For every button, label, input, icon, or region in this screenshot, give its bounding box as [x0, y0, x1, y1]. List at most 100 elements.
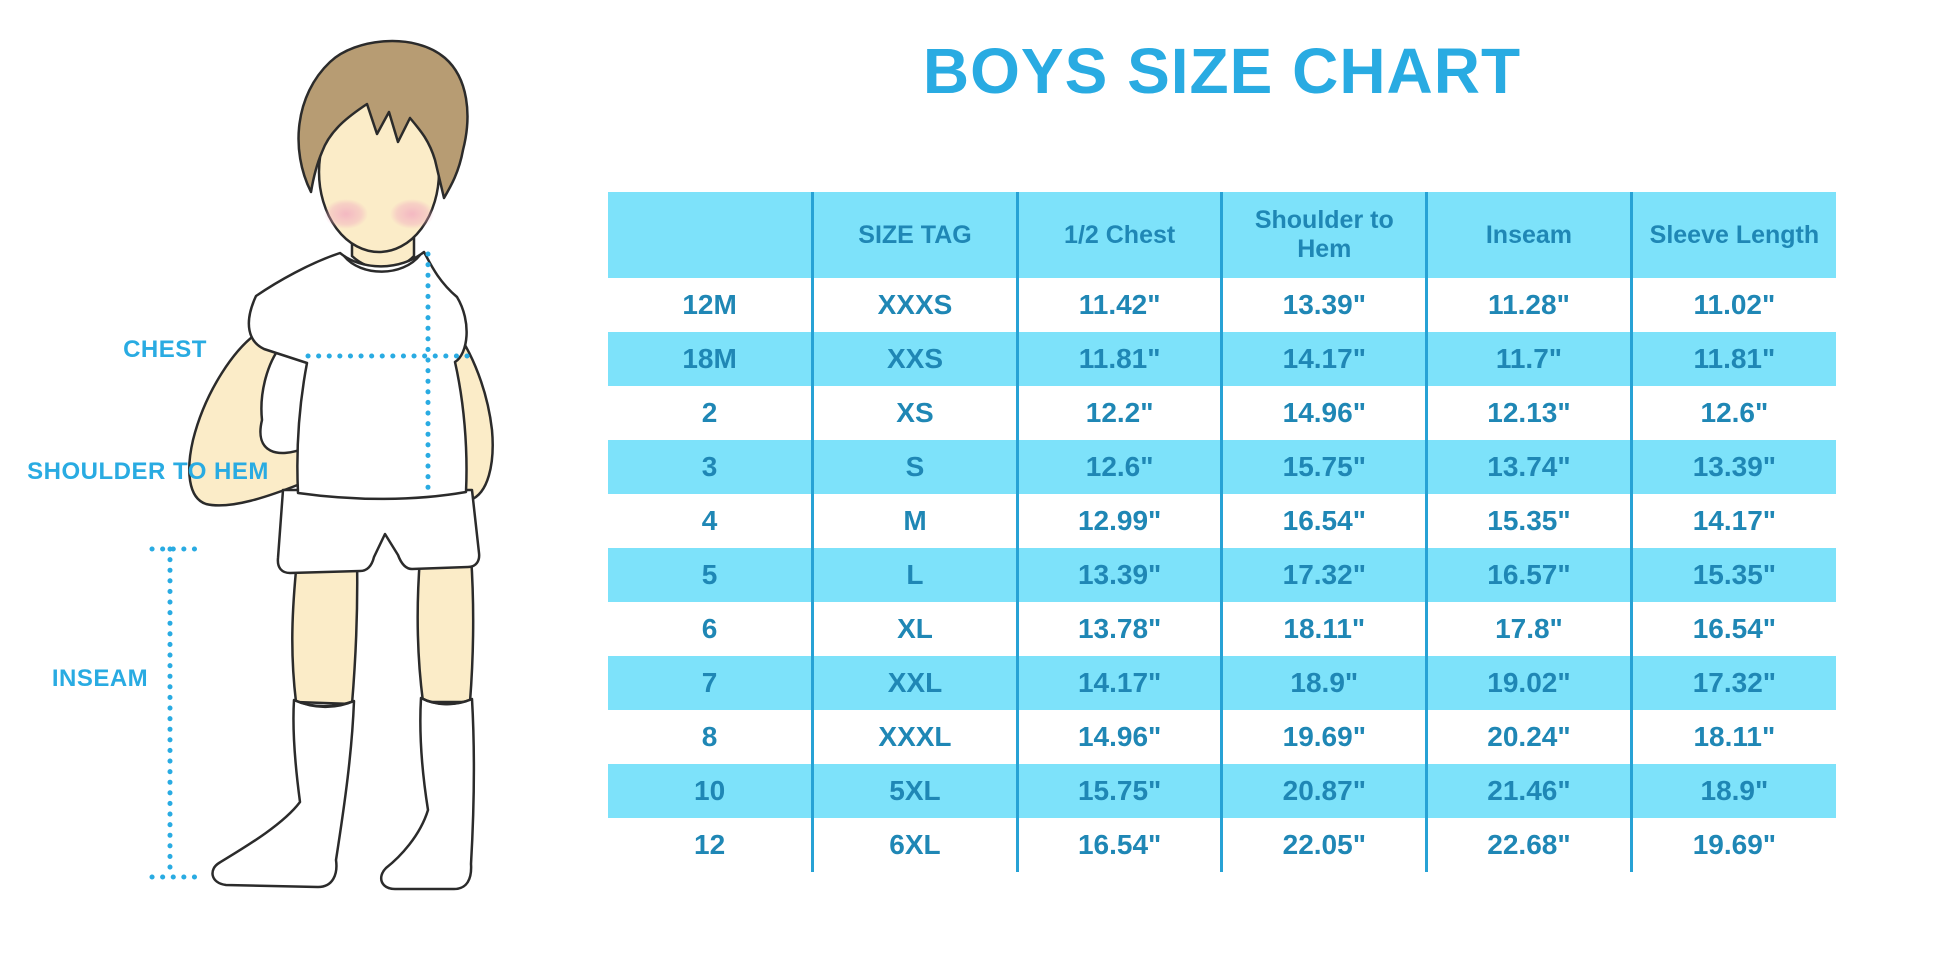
- table-cell: XXXS: [811, 278, 1018, 332]
- table-cell: 11.7": [1425, 332, 1632, 386]
- table-cell: 15.75": [1220, 440, 1427, 494]
- table-cell: 12.99": [1015, 494, 1222, 548]
- chest-label: CHEST: [123, 336, 207, 363]
- table-cell: 19.02": [1425, 656, 1632, 710]
- shirt-shape: [247, 250, 468, 501]
- table-cell: 15.75": [1015, 764, 1222, 818]
- table-cell: 17.32": [1629, 656, 1836, 710]
- table-cell: 14.96": [1220, 386, 1427, 440]
- table-cell: 14.96": [1015, 710, 1222, 764]
- table-cell: 22.05": [1220, 818, 1427, 872]
- hair-shape: [297, 39, 469, 200]
- collar-shape: [343, 254, 421, 273]
- table-cell: 11.28": [1425, 278, 1632, 332]
- row-size-label: 12: [694, 829, 726, 860]
- table-cell: 16.54": [1220, 494, 1427, 548]
- size-chart-table-container: SIZE TAG 1/2 Chest Shoulder to Hem Inseam Sl…: [608, 192, 1836, 872]
- table-cell: 11.81": [1015, 332, 1222, 386]
- row-size-label: 3: [701, 451, 718, 482]
- socks-shape: [211, 696, 476, 891]
- table-cell: XS: [811, 386, 1018, 440]
- table-cell: 20.87": [1220, 764, 1427, 818]
- table-cell: L: [811, 548, 1018, 602]
- table-cell: 18.11": [1629, 710, 1836, 764]
- table-row: 18M XXS 11.81" 14.17" 11.7" 11.81": [608, 332, 1836, 386]
- row-size-label: 5: [701, 559, 718, 590]
- column-header-3: Shoulder to Hem: [1220, 192, 1427, 278]
- table-cell: 21.46": [1425, 764, 1632, 818]
- table-cell: 12.13": [1425, 386, 1632, 440]
- table-cell: 15.35": [1425, 494, 1632, 548]
- table-cell: 13.74": [1425, 440, 1632, 494]
- size-chart-table: SIZE TAG 1/2 Chest Shoulder to Hem Inseam Sl…: [608, 192, 1836, 872]
- table-cell: 17.32": [1220, 548, 1427, 602]
- table-cell: 16.54": [1629, 602, 1836, 656]
- table-cell: 19.69": [1629, 818, 1836, 872]
- table-row: 7 XXL 14.17" 18.9" 19.02" 17.32": [608, 656, 1836, 710]
- table-cell: 11.81": [1629, 332, 1836, 386]
- table-cell: XL: [811, 602, 1018, 656]
- blush-right: [390, 199, 434, 229]
- table-row: 10 5XL 15.75" 20.87" 21.46" 18.9": [608, 764, 1836, 818]
- table-cell: 13.39": [1220, 278, 1427, 332]
- table-cell: S: [811, 440, 1018, 494]
- table-cell: 16.54": [1015, 818, 1222, 872]
- table-cell: 13.39": [1629, 440, 1836, 494]
- table-cell: 20.24": [1425, 710, 1632, 764]
- row-size-label: 12M: [682, 289, 737, 320]
- row-size-label: 4: [701, 505, 718, 536]
- table-cell: 6XL: [811, 818, 1018, 872]
- column-header-4: Inseam: [1425, 192, 1632, 278]
- table-cell: 15.35": [1629, 548, 1836, 602]
- table-cell: 11.02": [1629, 278, 1836, 332]
- table-cell: 17.8": [1425, 602, 1632, 656]
- row-size-label: 2: [701, 397, 718, 428]
- column-header-2: 1/2 Chest: [1015, 192, 1222, 278]
- table-cell: 14.17": [1015, 656, 1222, 710]
- row-size-label: 7: [701, 667, 718, 698]
- table-cell: XXS: [811, 332, 1018, 386]
- page-title: BOYS SIZE CHART: [922, 35, 1522, 107]
- shoulder-to-hem-label: SHOULDER TO HEM: [27, 458, 269, 485]
- table-row: 6 XL 13.78" 18.11" 17.8" 16.54": [608, 602, 1836, 656]
- table-cell: 16.57": [1425, 548, 1632, 602]
- table-cell: 13.78": [1015, 602, 1222, 656]
- table-row: 4 M 12.99" 16.54" 15.35" 14.17": [608, 494, 1836, 548]
- row-size-label: 6: [701, 613, 718, 644]
- table-cell: 14.17": [1220, 332, 1427, 386]
- table-cell: 19.69": [1220, 710, 1427, 764]
- table-row: 8 XXXL 14.96" 19.69" 20.24" 18.11": [608, 710, 1836, 764]
- column-header-5: Sleeve Length: [1629, 192, 1836, 278]
- table-row: 3 S 12.6" 15.75" 13.74" 13.39": [608, 440, 1836, 494]
- table-header: SIZE TAG 1/2 Chest Shoulder to Hem Inseam Sl…: [608, 192, 1836, 278]
- header-row: SIZE TAG 1/2 Chest Shoulder to Hem Inseam Sl…: [608, 192, 1836, 278]
- table-cell: XXL: [811, 656, 1018, 710]
- table-row: 2 XS 12.2" 14.96" 12.13" 12.6": [608, 386, 1836, 440]
- table-cell: M: [811, 494, 1018, 548]
- blush-left: [324, 199, 368, 229]
- row-size-label: 18M: [682, 343, 737, 374]
- table-cell: 11.42": [1015, 278, 1222, 332]
- table-cell: 12.6": [1629, 386, 1836, 440]
- column-header-0: [608, 192, 813, 278]
- table-row: 12 6XL 16.54" 22.05" 22.68" 19.69": [608, 818, 1836, 872]
- table-row: 12M XXXS 11.42" 13.39" 11.28" 11.02": [608, 278, 1836, 332]
- table-cell: 22.68": [1425, 818, 1632, 872]
- table-cell: 18.9": [1220, 656, 1427, 710]
- boy-illustration: [149, 39, 494, 891]
- row-size-label: 8: [701, 721, 718, 752]
- legs-shape: [291, 554, 475, 706]
- inseam-label: INSEAM: [51, 665, 149, 692]
- table-cell: 14.17": [1629, 494, 1836, 548]
- table-cell: XXXL: [811, 710, 1018, 764]
- table-cell: 13.39": [1015, 548, 1222, 602]
- table-cell: 5XL: [811, 764, 1018, 818]
- table-cell: 12.2": [1015, 386, 1222, 440]
- row-size-label: 10: [694, 775, 726, 806]
- table-cell: 12.6": [1015, 440, 1222, 494]
- table-row: 5 L 13.39" 17.32" 16.57" 15.35": [608, 548, 1836, 602]
- table-cell: 18.11": [1220, 602, 1427, 656]
- column-header-1: SIZE TAG: [811, 192, 1018, 278]
- table-body: 12M XXXS 11.42" 13.39" 11.28" 11.02" 18M XXS 11.…: [608, 278, 1836, 872]
- table-cell: 18.9": [1629, 764, 1836, 818]
